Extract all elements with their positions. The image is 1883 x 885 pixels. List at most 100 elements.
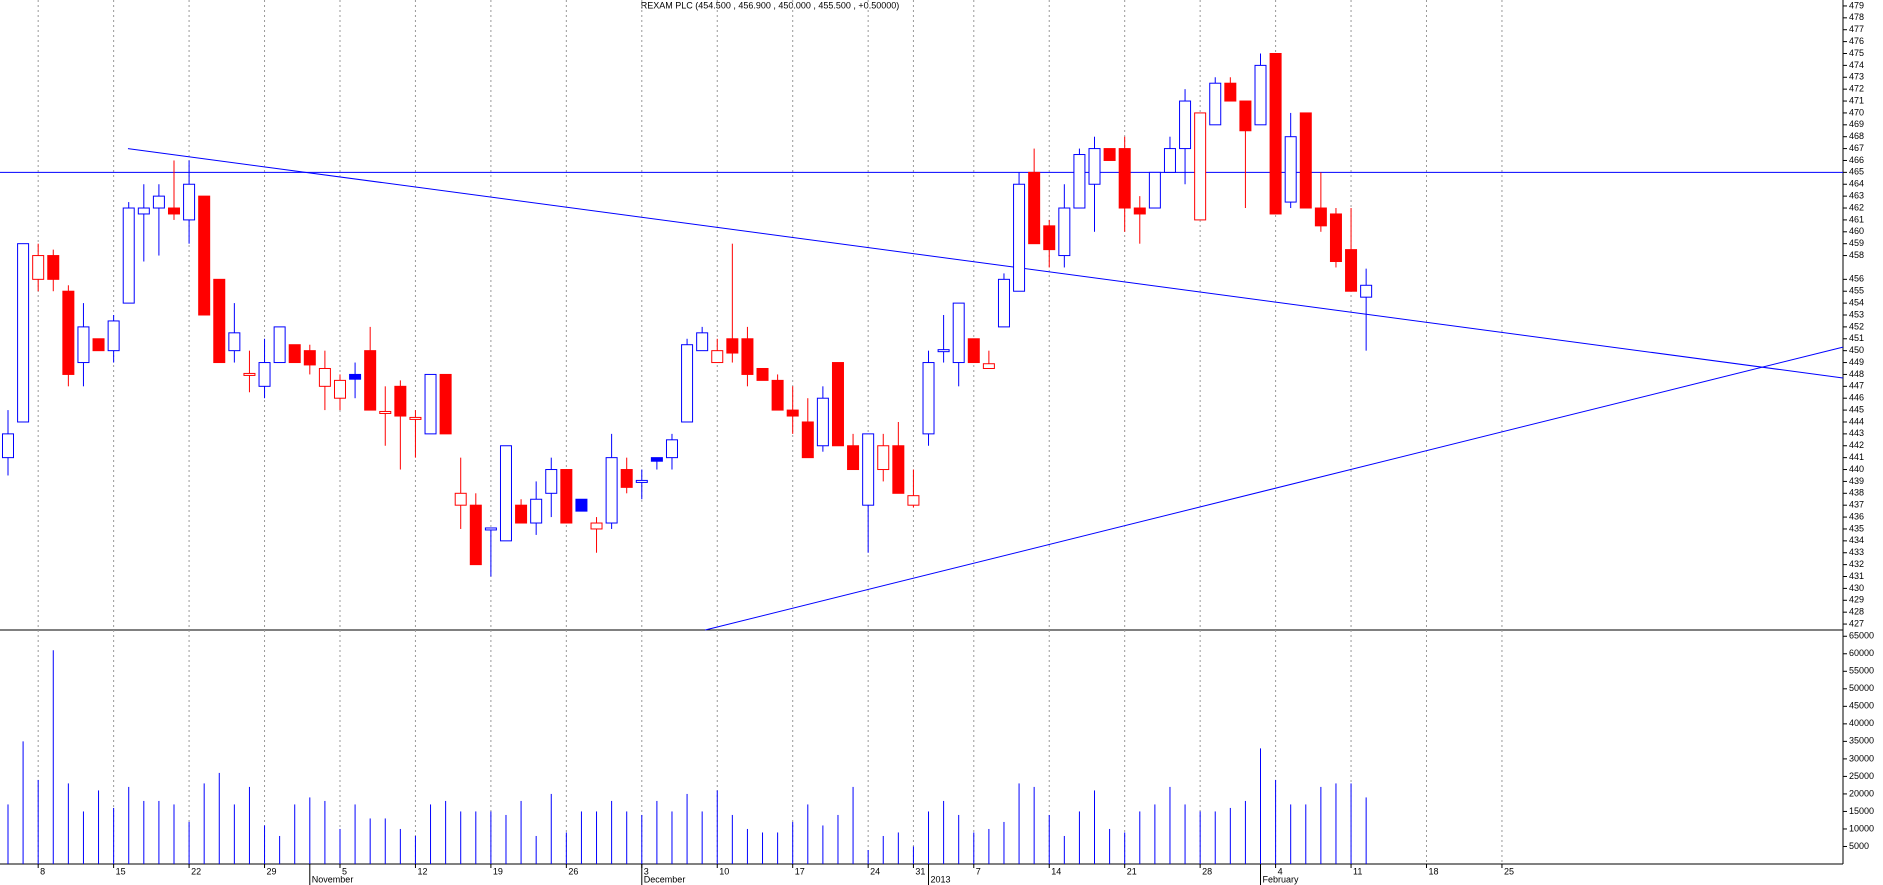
x-tick-label: 28	[1202, 866, 1212, 876]
y-tick-label: 476	[1849, 36, 1864, 46]
x-tick-label: 11	[1353, 866, 1362, 876]
y-tick-label: 433	[1849, 547, 1864, 557]
volume-tick-label: 35000	[1849, 736, 1874, 746]
y-tick-label: 427	[1849, 618, 1864, 628]
y-tick-label: 471	[1849, 95, 1864, 105]
candle-body	[605, 457, 618, 524]
candle-body	[922, 362, 935, 435]
candle-body	[1299, 112, 1312, 209]
candle-body	[982, 363, 995, 369]
candle-body	[1239, 100, 1252, 132]
candle-body	[1163, 148, 1176, 173]
candle-body	[756, 367, 769, 381]
candle-body	[288, 344, 301, 364]
y-tick-label: 432	[1849, 559, 1864, 569]
candle-body	[696, 332, 709, 352]
candle-body	[1073, 154, 1086, 209]
y-tick-label: 436	[1849, 511, 1864, 521]
candle-body	[273, 326, 286, 364]
volume-tick-label: 60000	[1849, 648, 1874, 658]
candle-body	[877, 445, 890, 471]
candle-body	[1133, 207, 1146, 215]
candle-body	[711, 350, 724, 364]
candle-body	[575, 498, 588, 512]
y-tick-label: 434	[1849, 535, 1864, 545]
y-tick-label: 475	[1849, 48, 1864, 58]
volume-tick-label: 45000	[1849, 701, 1874, 711]
y-tick-label: 447	[1849, 381, 1864, 391]
month-label: December	[644, 874, 686, 884]
y-tick-label: 459	[1849, 238, 1864, 248]
candle-body	[122, 207, 135, 304]
y-tick-label: 478	[1849, 12, 1864, 22]
candle-body	[650, 457, 663, 462]
candle-body	[1284, 136, 1297, 203]
volume-tick-label: 55000	[1849, 666, 1874, 676]
candle-body	[560, 469, 573, 524]
candle-body	[816, 397, 829, 447]
y-tick-label: 467	[1849, 143, 1864, 153]
y-tick-label: 438	[1849, 488, 1864, 498]
candle-body	[47, 255, 60, 280]
candle-body	[213, 278, 226, 364]
candle-body	[1028, 171, 1041, 245]
candle-body	[1013, 183, 1026, 292]
volume-tick-label: 15000	[1849, 806, 1874, 816]
chart-title: REXAM PLC (454.500 , 456.900 , 450.000 ,…	[641, 0, 899, 10]
y-tick-label: 437	[1849, 500, 1864, 510]
candle-body	[228, 332, 241, 352]
candle-body	[1329, 213, 1342, 263]
y-tick-label: 443	[1849, 428, 1864, 438]
candle-body	[62, 290, 75, 375]
x-tick-label: 7	[976, 866, 981, 876]
y-tick-label: 446	[1849, 393, 1864, 403]
y-tick-label: 474	[1849, 60, 1864, 70]
x-tick-label: 24	[870, 866, 880, 876]
candle-body	[681, 344, 694, 423]
candle-body	[1360, 284, 1373, 298]
y-tick-label: 439	[1849, 476, 1864, 486]
volume-tick-label: 40000	[1849, 718, 1874, 728]
candle-body	[1058, 207, 1071, 257]
x-tick-label: 18	[1429, 866, 1439, 876]
x-tick-label: 5	[342, 866, 347, 876]
candle-body	[17, 243, 30, 423]
volume-tick-label: 50000	[1849, 683, 1874, 693]
candle-body	[258, 362, 271, 387]
candle-body	[997, 278, 1010, 328]
y-tick-label: 444	[1849, 416, 1864, 426]
y-tick-label: 440	[1849, 464, 1864, 474]
month-label: 2013	[931, 874, 951, 884]
y-tick-label: 449	[1849, 357, 1864, 367]
volume-tick-label: 65000	[1849, 631, 1874, 641]
y-tick-label: 453	[1849, 309, 1864, 319]
x-tick-label: 3	[644, 866, 649, 876]
y-tick-label: 455	[1849, 286, 1864, 296]
candle-body	[1314, 207, 1327, 227]
volume-tick-label: 10000	[1849, 823, 1874, 833]
candle-body	[92, 338, 105, 352]
candle-body	[1148, 171, 1161, 209]
volume-tick-label: 30000	[1849, 753, 1874, 763]
trend-line	[127, 148, 1844, 379]
x-tick-label: 19	[493, 866, 503, 876]
y-tick-label: 442	[1849, 440, 1864, 450]
x-tick-label: 4	[1278, 866, 1283, 876]
candle-body	[801, 421, 814, 459]
candle-body	[771, 379, 784, 411]
candle-body	[786, 409, 799, 417]
candle-body	[530, 498, 543, 524]
candle-body	[152, 195, 165, 209]
candle-body	[1088, 148, 1101, 185]
y-tick-label: 428	[1849, 607, 1864, 617]
month-label: November	[312, 874, 354, 884]
candle-body	[1, 433, 14, 459]
candle-body	[515, 504, 528, 524]
volume-tick-label: 5000	[1849, 841, 1869, 851]
candle-body	[1179, 100, 1192, 150]
candle-body	[469, 504, 482, 566]
y-tick-label: 465	[1849, 167, 1864, 177]
x-tick-label: 29	[267, 866, 277, 876]
y-tick-label: 470	[1849, 107, 1864, 117]
